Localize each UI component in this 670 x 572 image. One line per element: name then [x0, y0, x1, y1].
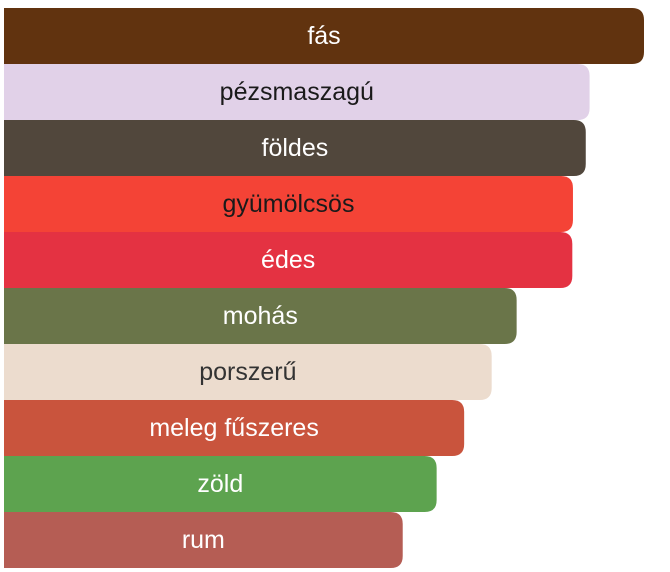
bar-porszeru [4, 344, 492, 400]
labels-group: fás pézsmaszagú földes gyümölcsös édes mohás p… [149, 22, 374, 554]
bar-zold [4, 456, 437, 512]
bar-foldes [4, 120, 586, 176]
bar-label-mohas: mohás [223, 302, 298, 330]
bar-label-gyumolcsos: gyümölcsös [222, 190, 354, 218]
bar-fas [4, 8, 644, 64]
bar-label-zold: zöld [197, 470, 243, 498]
bar-label-pezsmaszagu: pézsmaszagú [220, 78, 374, 106]
bar-rum [4, 512, 403, 568]
bar-label-porszeru: porszerű [199, 358, 296, 386]
bar-edes [4, 232, 573, 288]
bar-pezsmaszagu [4, 64, 590, 120]
bar-meleg-fuszeres [4, 400, 465, 456]
bar-label-meleg-fuszeres: meleg fűszeres [149, 414, 319, 442]
bar-label-foldes: földes [262, 134, 329, 162]
bar-label-rum: rum [182, 526, 225, 554]
bar-mohas [4, 288, 517, 344]
bar-label-edes: édes [261, 246, 315, 274]
bar-label-fas: fás [307, 22, 340, 50]
bars-group [4, 8, 644, 568]
bar-gyumolcsos [4, 176, 573, 232]
